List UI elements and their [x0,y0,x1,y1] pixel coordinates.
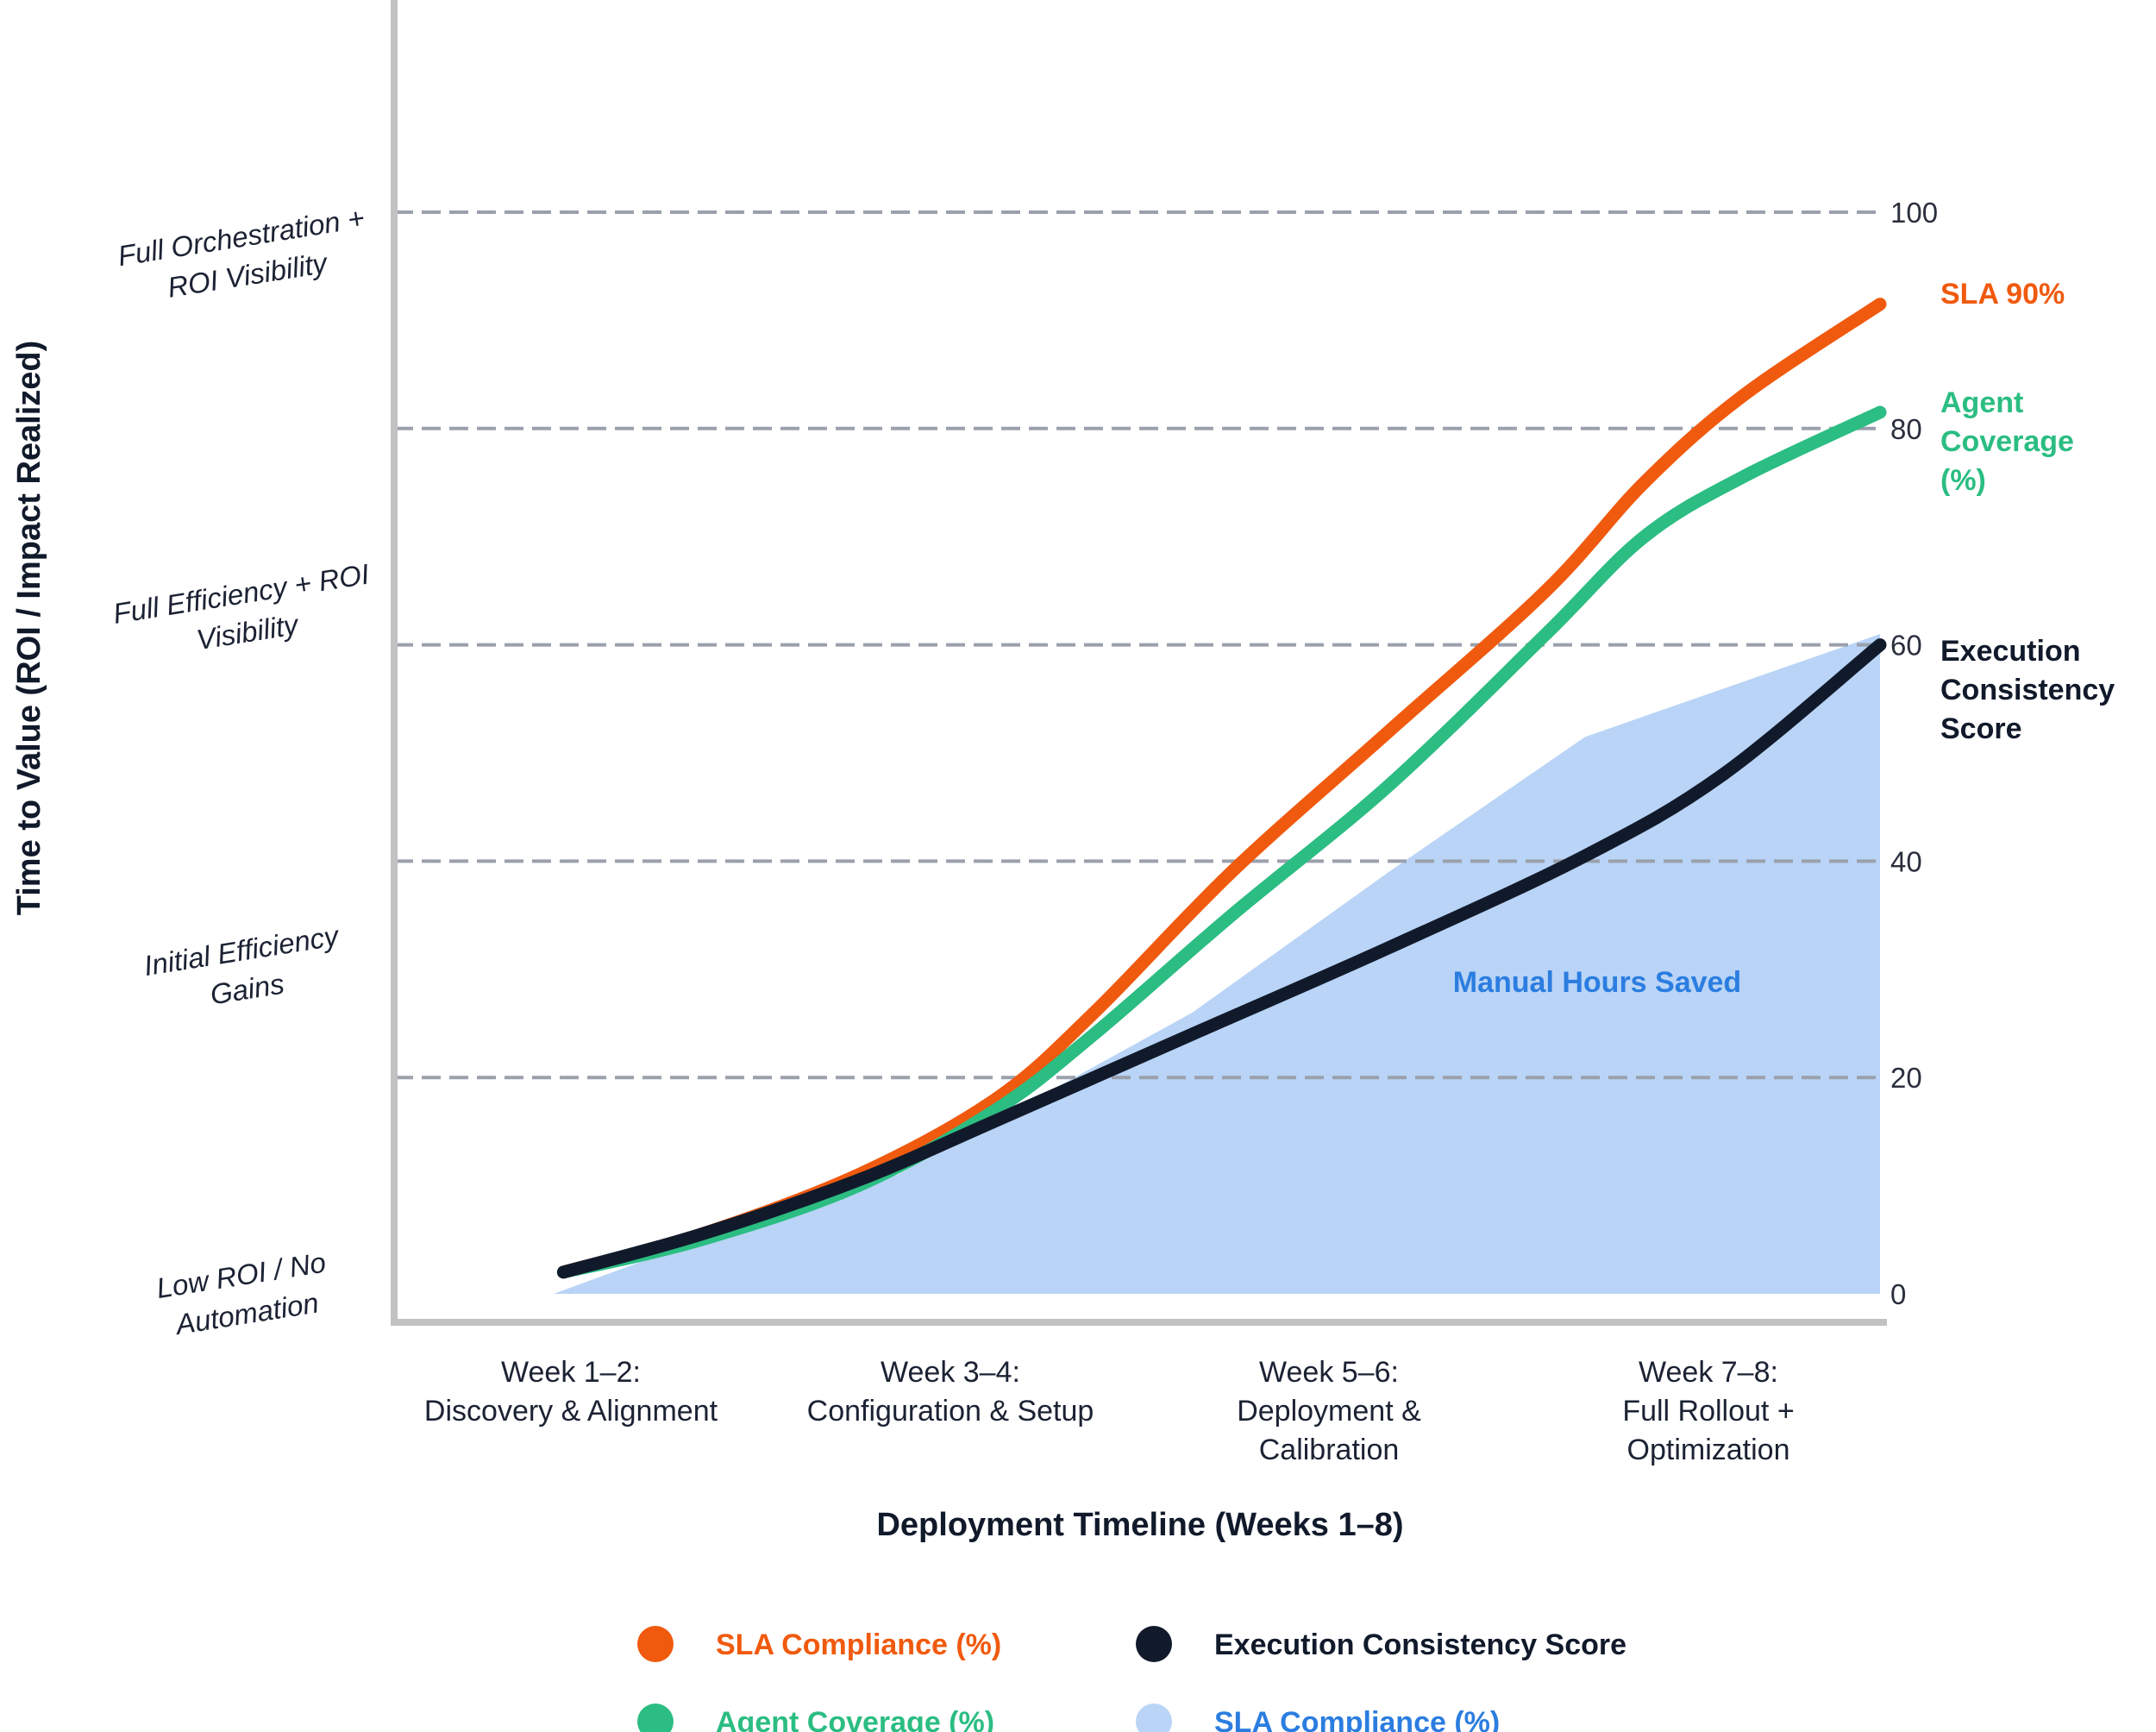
legend-label: Agent Coverage (%) [716,1706,994,1732]
x-category-label: Week 5–6: [1259,1356,1399,1389]
y-level-label: Full Orchestration +ROI Visibility [116,202,367,304]
right-tick-label: 80 [1890,413,1922,445]
legend-layer: SLA Compliance (%) Execution Consistency … [637,1626,1626,1732]
x-category-label: Deployment & [1237,1395,1421,1428]
legend-label: SLA Compliance (%) [716,1628,1001,1661]
x-category-label: Week 7–8: [1639,1356,1778,1389]
legend-swatch [637,1626,674,1662]
legend-swatch [637,1704,674,1732]
x-axis-title: Deployment Timeline (Weeks 1–8) [876,1507,1403,1543]
y-axis-title: Time to Value (ROI / Impact Realized) [11,341,47,916]
series-line-exec [556,638,1887,1279]
area-annotation: Manual Hours Saved [1453,966,1741,999]
series-end-label-sla: SLA 90% [1940,278,2065,311]
y-level-line: Visibility [194,608,302,656]
legend-label: SLA Compliance (%) [1214,1706,1500,1732]
area-layer [553,634,1880,1294]
series-end-label-exec: Score [1940,712,2022,745]
series-end-label-agent: (%) [1940,464,1986,497]
x-category-label: Configuration & Setup [807,1395,1094,1428]
right-tick-label: 40 [1890,845,1922,877]
right-tick-label: 0 [1890,1278,1906,1310]
x-category-label: Optimization [1627,1434,1790,1466]
legend-swatch [1136,1704,1172,1732]
x-category-label: Week 3–4: [881,1356,1020,1389]
y-axis-title-group: Time to Value (ROI / Impact Realized) [11,341,47,916]
x-category-label: Week 1–2: [501,1356,641,1389]
right-tick-label: 100 [1890,197,1938,229]
legend-label: Execution Consistency Score [1214,1628,1626,1661]
series-end-label-agent: Agent [1940,386,2023,419]
area-manual-hours-saved [553,634,1880,1294]
series-end-label-agent: Coverage [1940,425,2074,458]
x-category-label: Discovery & Alignment [424,1395,718,1428]
x-category-label: Full Rollout + [1622,1395,1794,1428]
label-layer: Manual Hours Saved SLA 90% Agent Coverage (%… [1453,278,2115,999]
series-end-label-exec: Consistency [1940,674,2115,706]
y-level-line: Initial Efficiency [141,919,342,982]
y-level-line: Gains [208,968,286,1011]
legend-swatch [1136,1626,1172,1662]
series-end-label-exec: Execution [1940,635,2080,668]
right-tick-label: 20 [1890,1062,1922,1094]
right-tick-label: 60 [1890,630,1922,662]
line-layer [556,298,1887,1279]
x-category-label: Calibration [1259,1434,1400,1466]
